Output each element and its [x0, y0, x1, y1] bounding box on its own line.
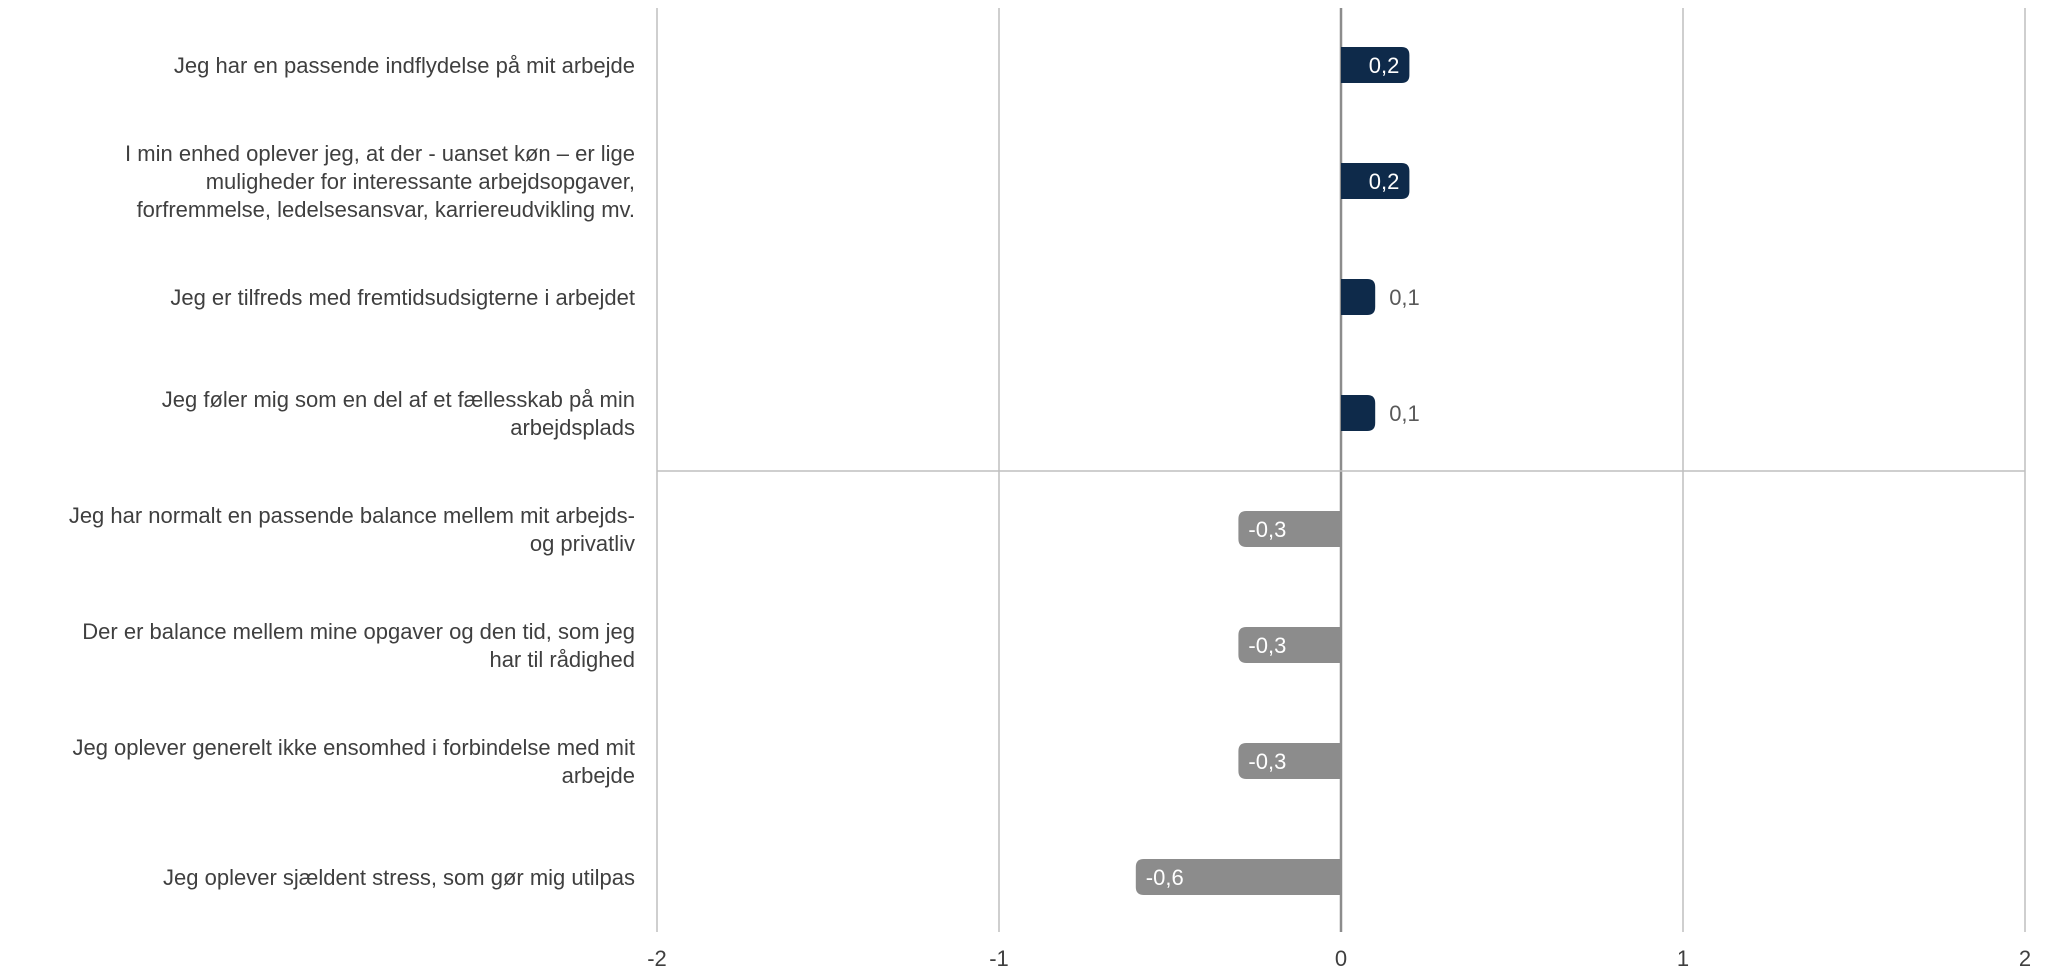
category-label: Jeg oplever sjældent stress, som gør mig… [163, 865, 635, 890]
category-label: Jeg har normalt en passende balance mell… [69, 503, 635, 556]
bar [1238, 511, 1341, 547]
bar [1135, 859, 1341, 895]
category-label: I min enhed oplever jeg, at der - uanset… [125, 141, 635, 222]
bar [1238, 743, 1341, 779]
bar-value-label: -0,6 [1146, 865, 1184, 890]
bar-value-label: -0,3 [1248, 749, 1286, 774]
x-tick-label: 1 [1677, 946, 1689, 968]
x-tick-layer: -2 -1 0 1 2 [647, 946, 2031, 968]
bar-value-label: 0,2 [1369, 169, 1400, 194]
category-label-layer: Jeg har en passende indflydelse på mit a… [69, 53, 635, 890]
grid-layer [656, 8, 2026, 932]
bar-value-label: -0,3 [1248, 517, 1286, 542]
x-tick-label: -2 [647, 946, 667, 968]
bar-value-label: -0,3 [1248, 633, 1286, 658]
x-tick-label: 0 [1335, 946, 1347, 968]
x-tick-label: -1 [989, 946, 1009, 968]
bar [1341, 395, 1376, 431]
x-tick-label: 2 [2019, 946, 2031, 968]
bar [1341, 163, 1410, 199]
category-label: Jeg oplever generelt ikke ensomhed i for… [72, 735, 635, 788]
bar-value-label: 0,1 [1389, 401, 1420, 426]
bar [1341, 47, 1410, 83]
bar-value-label: 0,1 [1389, 285, 1420, 310]
bar-layer: 0,2 0,2 0,1 0,1 -0,3 -0,3 -0,3 -0,6 [1135, 47, 1420, 895]
category-label: Jeg har en passende indflydelse på mit a… [174, 53, 635, 78]
bar [1341, 279, 1376, 315]
bar [1238, 627, 1341, 663]
category-label: Der er balance mellem mine opgaver og de… [82, 619, 635, 672]
category-label: Jeg føler mig som en del af et fællesska… [162, 387, 635, 440]
bar-value-label: 0,2 [1369, 53, 1400, 78]
category-label: Jeg er tilfreds med fremtidsudsigterne i… [170, 285, 635, 310]
